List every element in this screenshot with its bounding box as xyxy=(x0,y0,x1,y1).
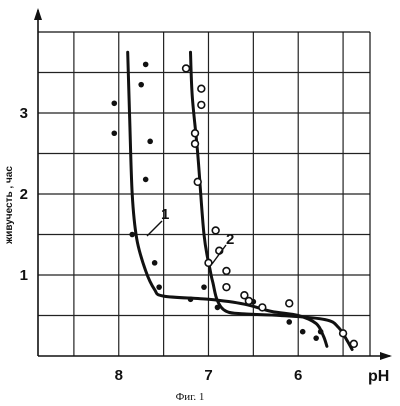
y-axis-arrow xyxy=(34,8,42,20)
series-1-point xyxy=(111,100,118,107)
x-axis-arrow xyxy=(380,352,392,360)
y-axis-label: живучесть , час xyxy=(4,166,15,245)
series-1-point xyxy=(142,61,149,68)
series-2-point xyxy=(258,303,267,312)
series-2-label: 2 xyxy=(226,231,234,248)
series-1-point xyxy=(201,284,207,290)
series-2-point xyxy=(222,266,231,276)
series-1-point xyxy=(286,319,293,325)
series-1-point xyxy=(299,328,306,335)
series-2-point xyxy=(204,258,213,268)
curves-layer xyxy=(126,50,354,351)
series-2-point xyxy=(222,282,231,292)
series-2-point xyxy=(211,226,220,235)
series-1-point xyxy=(142,176,149,183)
series-1-point xyxy=(313,335,319,341)
series-1-label-leader xyxy=(146,220,163,237)
series-2-point xyxy=(197,100,206,110)
y-tick-label: 3 xyxy=(20,105,28,122)
series-2-point xyxy=(197,84,206,93)
series-1-point xyxy=(187,296,194,303)
y-tick-label: 2 xyxy=(20,186,28,203)
x-tick-label: 8 xyxy=(115,367,123,384)
series-2-point xyxy=(285,299,294,308)
series-2-point xyxy=(338,329,348,338)
x-tick-label: 7 xyxy=(204,367,212,384)
series-1-point xyxy=(138,81,144,88)
ticks-layer: 8 7 6 1 2 3 xyxy=(20,105,303,384)
series-1-point xyxy=(317,328,324,335)
series-1-point xyxy=(111,130,118,137)
series-2-point xyxy=(190,129,200,138)
series-2-point xyxy=(193,177,202,187)
series-2-point xyxy=(181,64,191,73)
y-tick-label: 1 xyxy=(20,267,28,284)
series-2-label-leader xyxy=(211,244,227,265)
series-2-point xyxy=(349,339,359,349)
x-tick-label: 6 xyxy=(294,367,302,384)
series-1-curve xyxy=(126,50,329,348)
series-1-point xyxy=(147,138,153,145)
axes-layer xyxy=(34,8,392,360)
series-1-point xyxy=(214,304,221,311)
x-axis-label: pH xyxy=(368,368,389,385)
series-1-point xyxy=(151,260,158,266)
figure-caption: Фиг. 1 xyxy=(176,391,205,403)
points-layer xyxy=(111,61,359,349)
series-1-label: 1 xyxy=(161,206,169,223)
series-2-point xyxy=(190,139,200,148)
series-2-curve xyxy=(189,50,354,351)
series-1-point xyxy=(129,231,136,238)
series-2-point xyxy=(244,296,254,306)
series-1-point xyxy=(156,284,162,290)
grid-layer xyxy=(38,32,370,356)
series-2-point xyxy=(240,291,249,300)
